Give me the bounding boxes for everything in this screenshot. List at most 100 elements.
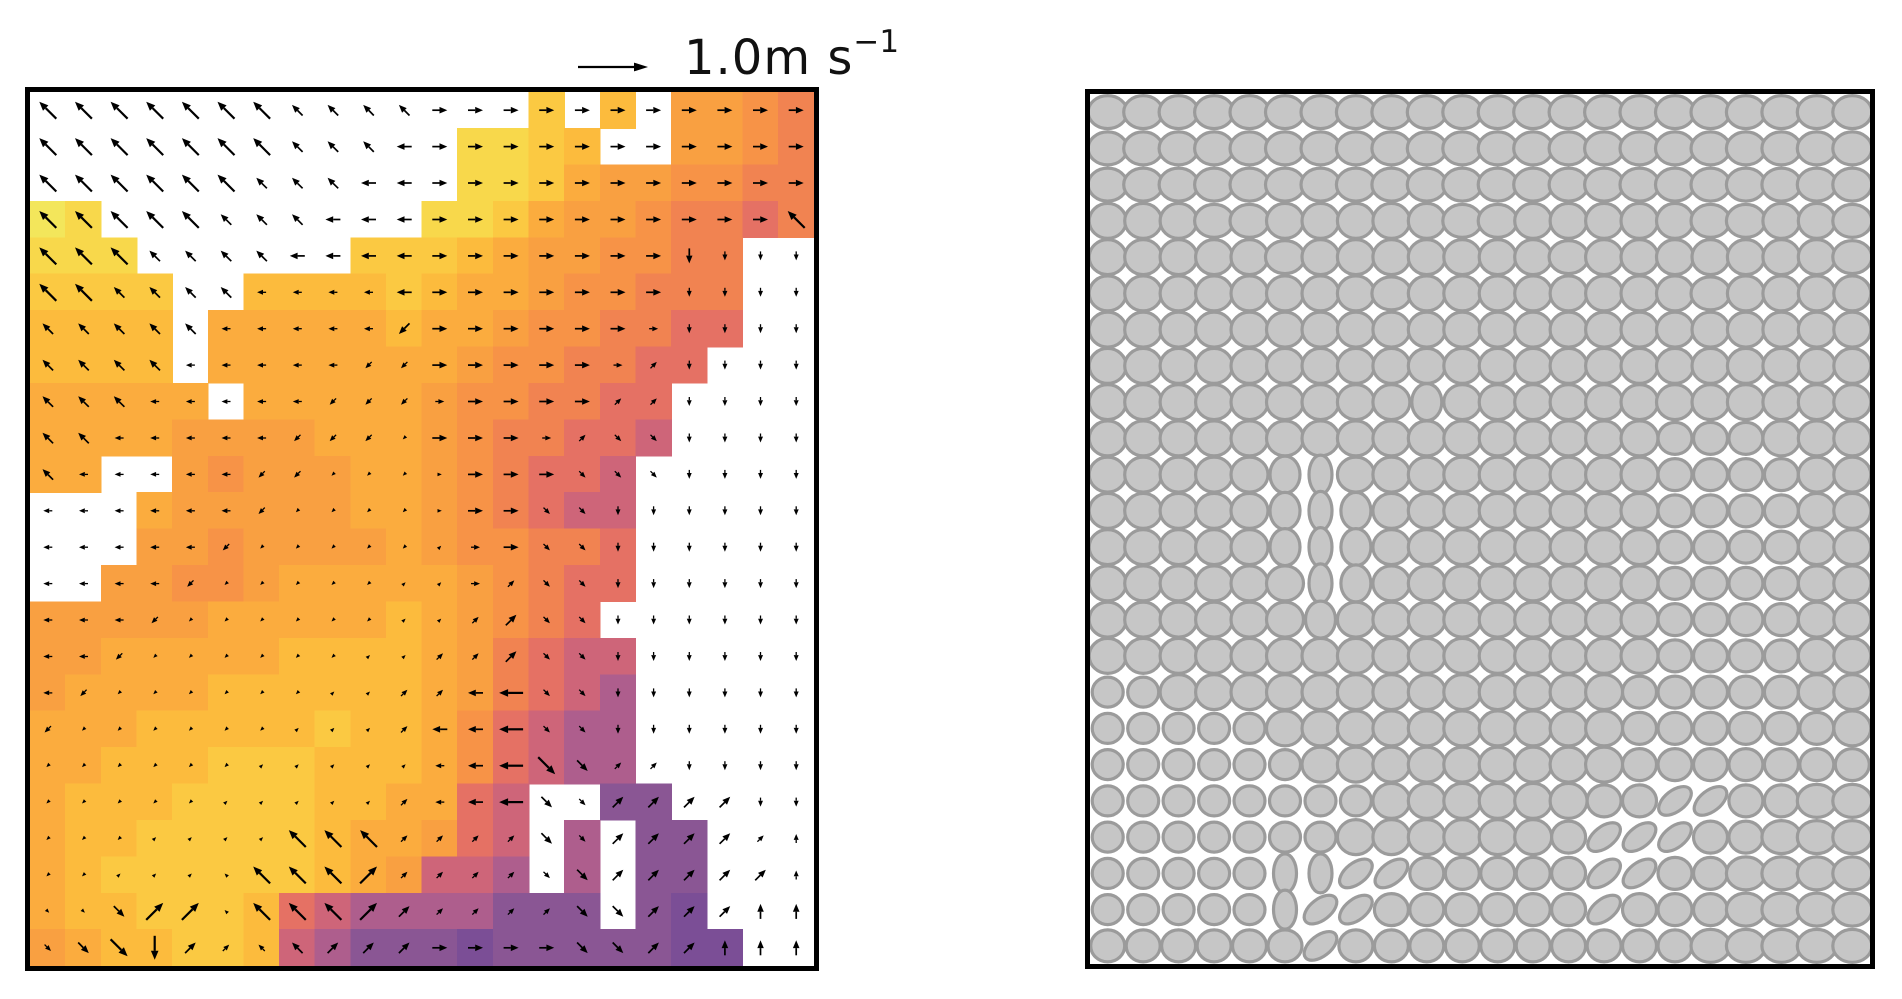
variance-ellipse xyxy=(1300,274,1341,313)
variance-ellipse xyxy=(1618,130,1661,167)
variance-ellipse xyxy=(1406,564,1447,603)
quiver-arrow-head xyxy=(224,617,229,622)
variance-ellipse xyxy=(1619,491,1660,530)
quiver-arrow-shaft xyxy=(181,908,194,921)
quiver-arrow-head xyxy=(439,289,448,296)
quiver-arrow-shaft xyxy=(109,938,122,951)
variance-ellipse xyxy=(1550,855,1588,892)
variance-ellipse xyxy=(1159,928,1198,964)
quiver-arrow-head xyxy=(579,799,586,806)
quiver-arrow-head xyxy=(401,871,408,878)
variance-ellipse xyxy=(1408,928,1446,964)
variance-ellipse xyxy=(1477,709,1518,748)
variance-ellipse xyxy=(1798,710,1836,747)
variance-ellipse xyxy=(1300,636,1341,676)
quiver-arrow-head xyxy=(401,942,410,951)
variance-ellipse xyxy=(1724,855,1768,892)
quiver-arrow-head xyxy=(402,435,408,440)
quiver-arrow-shaft xyxy=(258,872,271,885)
variance-ellipse xyxy=(1229,491,1270,530)
quiver-arrow-shaft xyxy=(154,291,161,299)
quiver-arrow-head xyxy=(510,252,519,260)
quiver-arrow-head xyxy=(653,289,662,296)
variance-ellipse xyxy=(1161,747,1196,782)
quiver-arrow-shaft xyxy=(436,911,440,916)
quiver-arrow-head xyxy=(793,655,799,661)
variance-ellipse xyxy=(1263,239,1307,276)
quiver-arrow-head xyxy=(115,653,122,660)
variance-ellipse xyxy=(1476,130,1519,167)
quiver-arrow-head xyxy=(114,617,121,623)
quiver-arrow-shaft xyxy=(505,656,512,663)
quiver-arrow-head xyxy=(256,214,265,222)
quiver-arrow-head xyxy=(188,762,194,768)
variance-ellipse xyxy=(1339,527,1373,568)
quiver-arrow-head xyxy=(295,617,301,622)
variance-ellipse xyxy=(1406,455,1447,494)
quiver-arrow-head xyxy=(582,143,590,150)
variance-ellipse xyxy=(1796,528,1837,567)
variance-ellipse xyxy=(1371,346,1412,385)
quiver-arrow-shaft xyxy=(507,584,511,588)
quiver-arrow-head xyxy=(42,396,51,405)
quiver-arrow-head xyxy=(185,399,192,404)
quiver-key-exponent: −1 xyxy=(853,23,900,60)
quiver-arrow-head xyxy=(288,902,298,912)
variance-ellipse xyxy=(1795,94,1838,131)
quiver-arrow-head xyxy=(582,325,590,332)
quiver-arrow-head xyxy=(472,908,479,915)
variance-ellipse xyxy=(1513,201,1554,241)
quiver-arrow-head xyxy=(39,283,49,293)
quiver-arrow-shaft xyxy=(44,253,58,266)
variance-ellipse xyxy=(1338,784,1373,818)
quiver-arrow-head xyxy=(579,544,586,551)
quiver-arrow-shaft xyxy=(400,729,404,733)
quiver-arrow-shaft xyxy=(578,438,582,442)
quiver-arrow-shaft xyxy=(471,875,475,879)
quiver-arrow-head xyxy=(651,509,657,516)
quiver-arrow-head xyxy=(722,327,728,334)
variance-ellipse xyxy=(1193,672,1235,712)
variance-ellipse xyxy=(1232,747,1267,782)
quiver-arrow-shaft xyxy=(365,835,378,848)
quiver-arrow-head xyxy=(686,509,692,516)
quiver-arrow-shaft xyxy=(44,143,58,156)
quiver-arrow-head xyxy=(787,211,797,220)
quiver-arrow-head xyxy=(686,436,692,443)
quiver-arrow-head xyxy=(149,323,158,332)
variance-ellipse xyxy=(1727,529,1765,565)
quiver-arrow-head xyxy=(116,908,125,917)
variance-ellipse xyxy=(1653,166,1697,203)
quiver-arrow-head xyxy=(367,617,372,622)
variance-ellipse xyxy=(1689,130,1732,167)
variance-ellipse xyxy=(1193,419,1235,458)
variance-ellipse xyxy=(1618,94,1661,131)
variance-ellipse xyxy=(1477,383,1518,422)
quiver-arrow-head xyxy=(365,362,372,369)
quiver-arrow-shaft xyxy=(436,875,440,879)
variance-ellipse xyxy=(1123,346,1164,385)
quiver-arrow-shaft xyxy=(543,689,547,693)
variance-ellipse xyxy=(1583,672,1625,712)
quiver-arrow-shaft xyxy=(332,146,339,153)
quiver-arrow-shaft xyxy=(436,839,440,843)
variance-ellipse xyxy=(1619,238,1660,277)
quiver-arrow-head xyxy=(689,143,697,150)
variance-ellipse xyxy=(1193,238,1235,277)
quiver-arrow-head xyxy=(114,581,121,587)
variance-ellipse xyxy=(1442,564,1483,603)
quiver-arrow-shaft xyxy=(612,874,619,881)
quiver-arrow-shaft xyxy=(369,361,373,365)
variance-ellipse xyxy=(1442,455,1483,494)
quiver-arrow-head xyxy=(181,174,191,184)
variance-ellipse xyxy=(1513,346,1554,385)
quiver-arrow-head xyxy=(472,835,479,842)
quiver-arrow-shaft xyxy=(258,107,271,120)
variance-ellipse xyxy=(1334,130,1377,167)
quiver-arrow-head xyxy=(398,104,407,113)
quiver-arrow-shaft xyxy=(404,361,408,365)
variance-ellipse xyxy=(1619,201,1660,241)
quiver-arrow-shaft xyxy=(261,219,268,226)
variance-ellipse xyxy=(1690,238,1731,277)
